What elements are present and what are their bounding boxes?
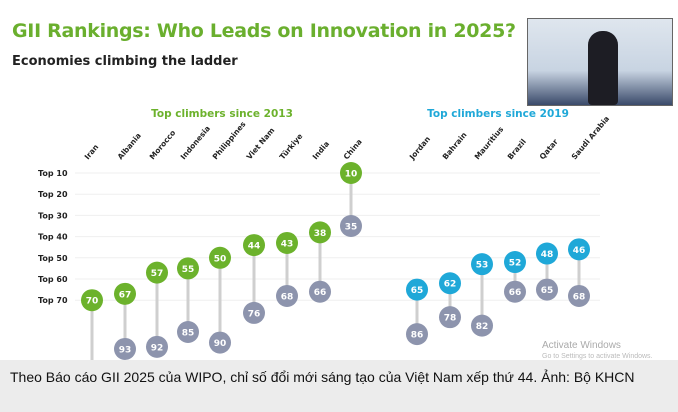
category-label: Philippines [211, 119, 248, 161]
current-rank-label: 70 [86, 297, 99, 307]
past-rank-label: 35 [345, 223, 358, 233]
category-label: Iran [83, 143, 101, 162]
current-rank-label: 44 [248, 242, 261, 252]
group-title: Top climbers since 2019 [427, 108, 569, 120]
past-rank-label: 65 [541, 286, 554, 296]
current-rank-dot [276, 231, 298, 254]
current-rank-dot [209, 246, 231, 269]
current-rank-label: 46 [573, 246, 586, 256]
current-rank-dot [406, 278, 428, 301]
current-rank-label: 57 [151, 269, 164, 279]
past-rank-dot [439, 306, 461, 329]
y-tick-label: Top 10 [38, 169, 68, 178]
past-rank-dot [146, 335, 168, 358]
past-rank-dot [309, 280, 331, 303]
current-rank-label: 67 [119, 290, 132, 300]
category-label: Indonesia [179, 124, 212, 161]
current-rank-label: 43 [281, 239, 294, 249]
category-label: Morocco [148, 128, 178, 161]
current-rank-dot [568, 238, 590, 261]
group-title: Top climbers since 2013 [151, 108, 293, 120]
category-label: Albania [116, 131, 143, 161]
speaker-video-inset[interactable] [527, 18, 673, 106]
category-label: Türkiye [278, 132, 305, 162]
current-rank-dot [504, 251, 526, 274]
current-rank-dot [114, 282, 136, 305]
category-label: Viet Nam [245, 126, 277, 162]
category-label: Saudi Arabia [570, 114, 612, 161]
current-rank-label: 65 [411, 286, 424, 296]
windows-watermark-sub: Go to Settings to activate Windows. [542, 353, 653, 360]
past-rank-label: 66 [314, 288, 327, 298]
chart-subtitle: Economies climbing the ladder [12, 54, 238, 69]
past-rank-label: 90 [214, 339, 227, 349]
current-rank-dot [81, 289, 103, 312]
past-rank-label: 68 [281, 292, 294, 302]
past-rank-dot [406, 323, 428, 346]
current-rank-dot [146, 261, 168, 284]
past-rank-dot [471, 314, 493, 337]
current-rank-label: 50 [214, 254, 227, 264]
speaker-figure [588, 31, 618, 105]
current-rank-label: 52 [509, 259, 522, 269]
current-rank-label: 48 [541, 250, 554, 260]
current-rank-label: 62 [444, 280, 457, 290]
current-rank-dot [243, 234, 265, 257]
y-tick-label: Top 30 [38, 211, 68, 220]
past-rank-label: 86 [411, 331, 424, 341]
past-rank-dot [504, 280, 526, 303]
category-label: China [342, 137, 364, 161]
current-rank-dot [177, 257, 199, 280]
current-rank-label: 53 [476, 261, 489, 271]
category-label: India [311, 139, 331, 161]
past-rank-label: 76 [248, 309, 261, 319]
current-rank-dot [340, 162, 362, 184]
past-rank-dot [114, 337, 136, 360]
current-rank-label: 55 [182, 265, 195, 275]
past-rank-dot [209, 331, 231, 354]
windows-watermark: Activate Windows [542, 340, 621, 351]
category-label: Qatar [538, 137, 560, 161]
past-rank-dot [243, 301, 265, 324]
past-rank-label: 93 [119, 345, 132, 355]
past-rank-label: 85 [182, 329, 195, 339]
current-rank-dot [439, 272, 461, 295]
category-label: Bahrain [441, 130, 469, 161]
past-rank-dot [536, 278, 558, 301]
y-tick-label: Top 40 [38, 233, 68, 242]
current-rank-dot [471, 253, 493, 276]
category-label: Mauritius [473, 124, 506, 161]
chart-title: GII Rankings: Who Leads on Innovation in… [12, 20, 516, 42]
past-rank-dot [340, 215, 362, 237]
current-rank-label: 38 [314, 229, 327, 239]
past-rank-label: 92 [151, 343, 164, 353]
y-tick-label: Top 70 [38, 296, 68, 305]
y-tick-label: Top 50 [38, 254, 68, 263]
y-tick-label: Top 60 [38, 275, 68, 284]
current-rank-dot [536, 242, 558, 265]
past-rank-label: 82 [476, 322, 489, 332]
photo-caption: Theo Báo cáo GII 2025 của WIPO, chỉ số đ… [0, 360, 678, 412]
past-rank-label: 68 [573, 292, 586, 302]
past-rank-label: 78 [444, 314, 457, 324]
category-label: Brazil [506, 137, 528, 161]
current-rank-dot [309, 221, 331, 244]
past-rank-dot [568, 284, 590, 307]
past-rank-label: 66 [509, 288, 522, 298]
y-tick-label: Top 20 [38, 190, 68, 199]
past-rank-dot [276, 284, 298, 307]
past-rank-dot [177, 321, 199, 343]
category-label: Jordan [407, 134, 432, 162]
current-rank-label: 10 [345, 170, 358, 180]
